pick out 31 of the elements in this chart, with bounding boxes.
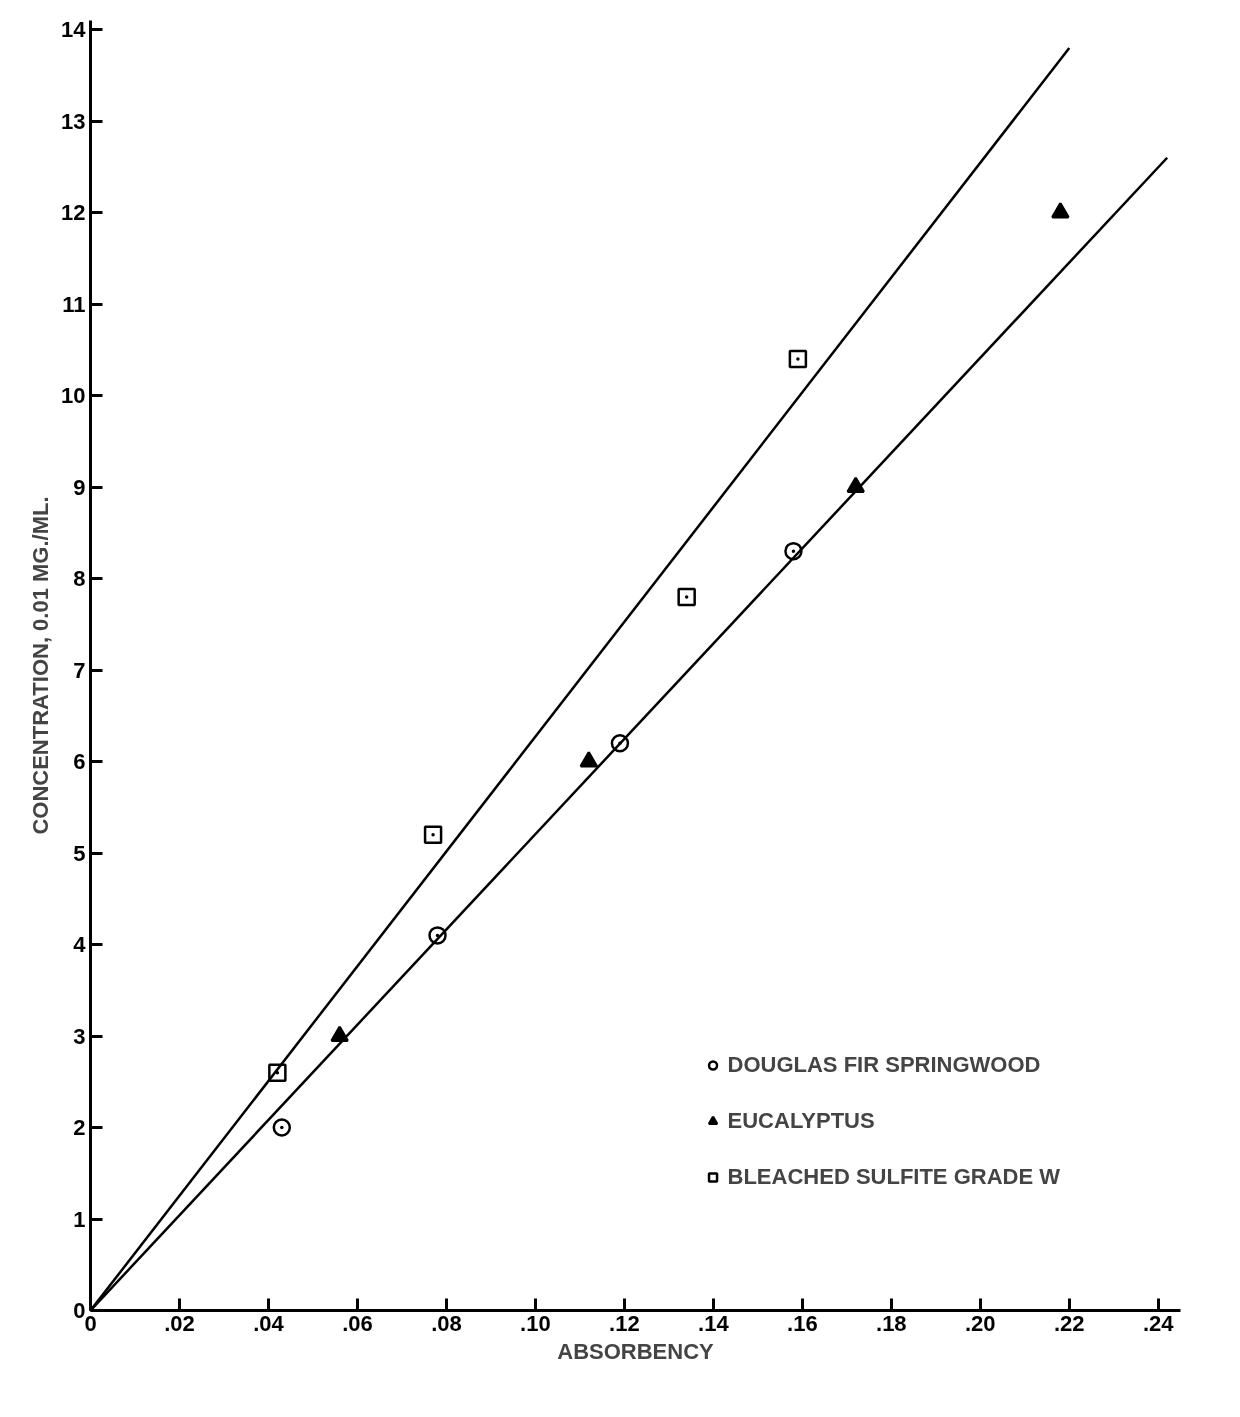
legend-label: EUCALYPTUS (727, 1108, 875, 1134)
x-axis-title: ABSORBENCY (557, 1338, 715, 1364)
y-tick-label: 11 (62, 291, 86, 317)
y-tick-label: 4 (73, 932, 87, 958)
x-tick-label: .10 (520, 1310, 551, 1336)
y-tick-label: 1 (73, 1206, 86, 1232)
y-tick-label: 6 (73, 749, 86, 775)
legend-label: BLEACHED SULFITE GRADE W (727, 1164, 1060, 1190)
x-tick-label: .24 (1142, 1310, 1175, 1336)
y-tick-label: 13 (61, 108, 86, 134)
y-tick-label: 5 (73, 840, 86, 866)
x-tick-label: .16 (787, 1310, 818, 1336)
y-tick-label: 2 (73, 1115, 86, 1141)
y-tick-label: 10 (61, 383, 86, 409)
x-tick-label: .08 (431, 1310, 462, 1336)
y-tick-label: 3 (73, 1023, 86, 1049)
x-tick-label: .18 (876, 1310, 907, 1336)
y-tick-label: 12 (61, 200, 86, 226)
x-tick-label: .06 (342, 1310, 373, 1336)
x-tick-label: .14 (698, 1310, 730, 1336)
x-tick-label: .12 (609, 1310, 640, 1336)
x-tick-label: .22 (1053, 1310, 1085, 1336)
y-tick-label: 14 (61, 17, 87, 43)
x-tick-label: .02 (164, 1310, 195, 1336)
y-tick-label: 7 (73, 657, 86, 683)
y-tick-label: 9 (73, 474, 86, 500)
x-tick-label: .04 (253, 1310, 285, 1336)
x-tick-label: .20 (965, 1310, 996, 1336)
legend-label: DOUGLAS FIR SPRINGWOOD (727, 1052, 1041, 1078)
y-tick-label: 8 (73, 566, 86, 592)
y-axis-title: CONCENTRATION, 0.01 MG./ML. (28, 496, 54, 835)
